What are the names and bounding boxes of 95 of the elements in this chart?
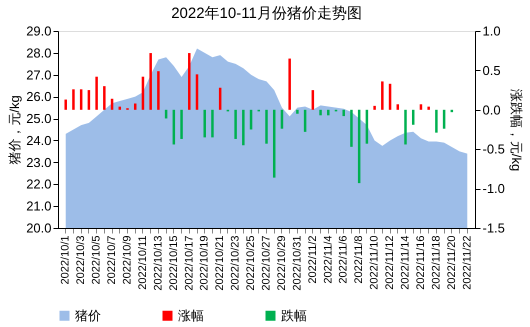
y-tick-label: 21.0 (26, 198, 52, 214)
x-tick-label: 2022/11/22 (461, 236, 474, 290)
bar (118, 106, 122, 110)
bar (134, 103, 136, 110)
y-axis-title: 猪价，元/kg (7, 95, 22, 165)
y-tick-label: 27.0 (26, 67, 52, 82)
bar (272, 110, 276, 178)
x-tick-label: 2022/10/23 (230, 236, 242, 291)
bar (95, 76, 98, 110)
bar (280, 110, 284, 129)
x-tick-label: 2022/10/21 (214, 236, 226, 291)
bar (435, 110, 438, 133)
bar (211, 110, 214, 138)
x-tick-label: 2022/10/27 (260, 236, 272, 291)
x-tick-label: 2022/11/20 (446, 236, 458, 290)
bar (64, 100, 67, 110)
bar (342, 110, 345, 116)
y2-tick-label: -0.5 (482, 142, 505, 157)
bar (312, 90, 314, 110)
bar (404, 110, 407, 144)
bar (142, 76, 144, 110)
y-tick-label: 22.0 (26, 176, 52, 192)
bar (350, 110, 353, 147)
y2-tick-label: 0.0 (482, 102, 501, 118)
bar (110, 98, 114, 110)
bar (172, 110, 176, 144)
bar (103, 86, 106, 110)
x-tick-label: 2022/10/25 (245, 236, 258, 291)
x-tick-label: 2022/10/5 (90, 236, 103, 284)
x-tick-label: 2022/11/18 (430, 236, 442, 290)
x-tick-label: 2022/10/31 (291, 236, 304, 291)
bar (373, 106, 376, 110)
bar (327, 110, 330, 116)
y2-tick-label: -1.5 (482, 220, 505, 236)
y-tick-label: 25.0 (26, 111, 52, 126)
y-tick-label: 26.0 (26, 89, 52, 104)
x-tick-label: 2022/10/17 (183, 236, 196, 291)
bar (412, 110, 414, 125)
x-tick-label: 2022/11/12 (384, 236, 396, 290)
x-tick-label: 2022/10/15 (168, 236, 180, 291)
x-tick-label: 2022/11/14 (400, 236, 412, 290)
bar (72, 89, 75, 110)
x-tick-label: 2022/10/9 (122, 236, 134, 284)
legend-label: 猪价 (75, 308, 101, 323)
y2-axis-title: 涨跌幅，元/kg (508, 88, 524, 172)
bar (296, 110, 299, 114)
bar (157, 71, 160, 110)
x-tick-label: 2022/11/2 (306, 236, 319, 284)
bar (319, 110, 322, 116)
bar (80, 89, 82, 110)
x-tick-label: 2022/10/19 (198, 236, 211, 291)
bar (203, 110, 206, 138)
bar (396, 104, 400, 110)
bar (250, 110, 252, 130)
y2-tick-label: 0.5 (482, 62, 501, 78)
x-tick-label: 2022/11/6 (338, 236, 350, 284)
y-tick-label: 23.0 (26, 154, 52, 170)
x-tick-label: 2022/10/3 (75, 236, 88, 284)
x-tick-label: 2022/11/4 (322, 236, 334, 284)
x-tick-label: 2022/11/10 (368, 236, 381, 290)
x-tick-label: 2022/11/16 (414, 236, 427, 290)
bar (88, 90, 90, 110)
x-tick-label: 2022/10/13 (152, 236, 164, 291)
x-tick-label: 2022/11/8 (353, 236, 366, 284)
bar (420, 104, 422, 110)
bar (358, 110, 360, 184)
y-tick-label: 20.0 (26, 220, 52, 236)
bar (388, 84, 392, 110)
y-tick-label: 28.0 (26, 45, 52, 60)
y-tick-label: 29.0 (26, 24, 52, 38)
x-tick-label: 2022/10/11 (136, 236, 149, 290)
bar (149, 53, 152, 110)
bar (180, 110, 183, 139)
bar (196, 74, 198, 110)
bar (427, 106, 430, 110)
x-tick-label: 2022/10/1 (60, 236, 72, 284)
y2-tick-label: -1.0 (482, 181, 505, 196)
chart-title: 2022年10-11月份猪价走势图 (171, 5, 362, 22)
bar (164, 110, 168, 118)
bar (265, 110, 268, 144)
bar (381, 81, 384, 110)
x-tick-label: 2022/10/7 (106, 236, 118, 284)
legend-label: 跌幅 (281, 308, 307, 323)
bar (188, 53, 191, 110)
bar (288, 58, 291, 110)
bar (218, 88, 222, 110)
x-tick-label: 2022/10/29 (276, 236, 288, 291)
bar (304, 110, 306, 132)
bar (442, 110, 446, 129)
bar (242, 110, 245, 146)
bar (234, 110, 237, 139)
y2-tick-label: 1.0 (482, 24, 501, 38)
y-tick-label: 24.0 (26, 132, 52, 148)
bar (366, 110, 368, 144)
legend-label: 涨幅 (178, 308, 204, 323)
